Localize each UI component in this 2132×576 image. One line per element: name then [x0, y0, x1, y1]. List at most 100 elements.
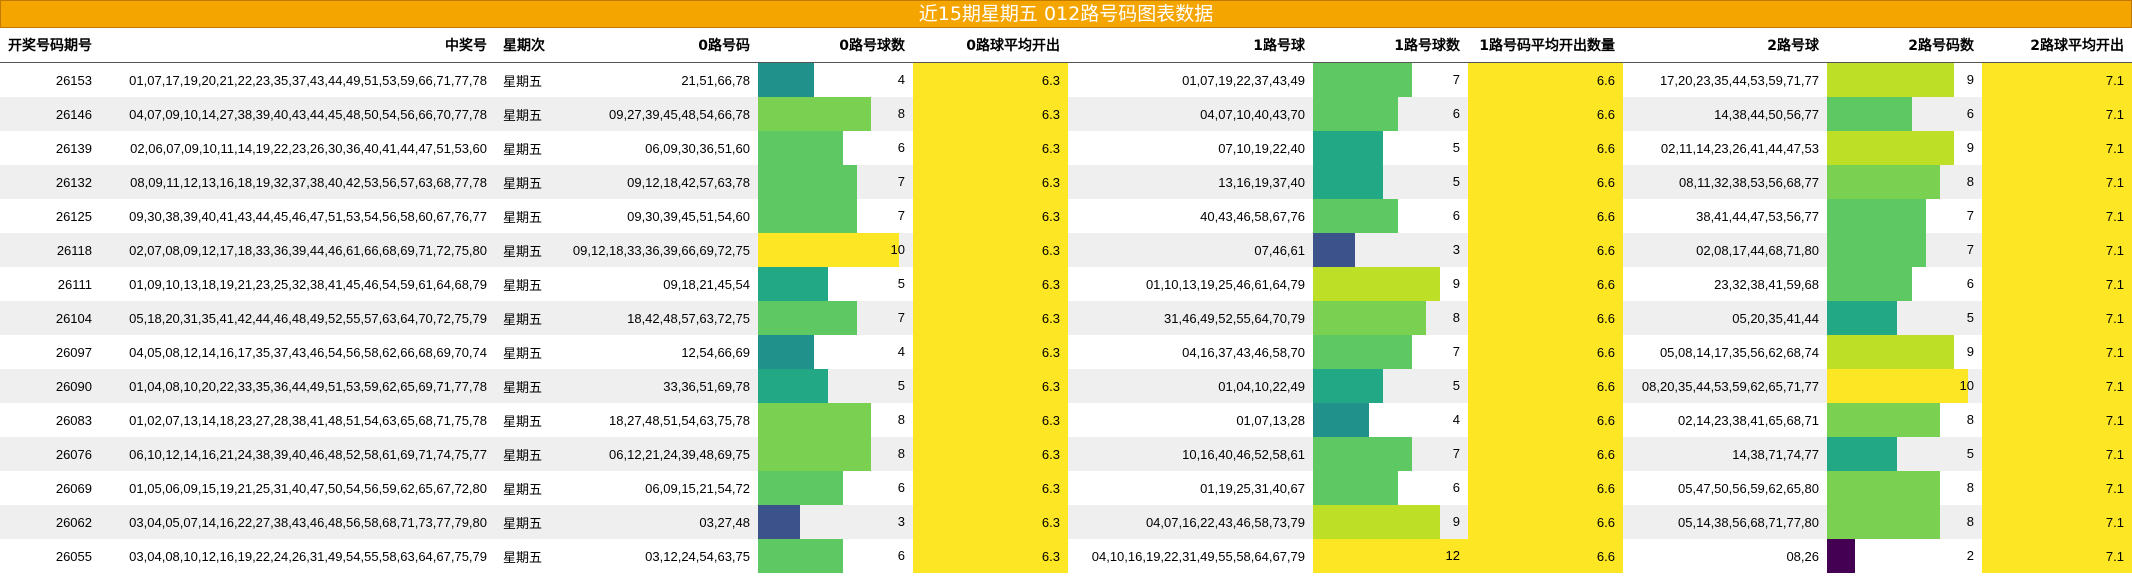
table-row: 26097 04,05,08,12,14,16,17,35,37,43,46,54… [0, 335, 2132, 369]
r0-nums-cell: 09,12,18,33,36,39,66,69,72,75 [550, 233, 758, 267]
table-row: 26153 01,07,17,19,20,21,22,23,35,37,43,44… [0, 62, 2132, 97]
r2-avg-cell: 7.1 [1982, 301, 2132, 335]
r2-count-label: 7 [1966, 242, 1974, 257]
issue-cell: 26076 [0, 437, 100, 471]
r1-nums-cell: 07,10,19,22,40 [1068, 131, 1313, 165]
r2-count-bar [1827, 233, 1926, 267]
r0-count-bar [758, 199, 857, 233]
r0-nums-cell: 21,51,66,78 [550, 62, 758, 97]
table-row: 26090 01,04,08,10,20,22,33,35,36,44,49,51… [0, 369, 2132, 403]
r0-avg-cell: 6.3 [913, 165, 1068, 199]
r2-count-label: 6 [1966, 276, 1974, 291]
r1-count-label: 5 [1452, 174, 1460, 189]
table-row: 26146 04,07,09,10,14,27,38,39,40,43,44,45… [0, 97, 2132, 131]
r1-nums-cell: 13,16,19,37,40 [1068, 165, 1313, 199]
r1-count-label: 6 [1452, 208, 1460, 223]
r0-count-cell: 6 [758, 471, 913, 505]
r1-count-bar [1313, 63, 1412, 97]
r2-count-label: 6 [1966, 106, 1974, 121]
numbers-cell: 01,09,10,13,18,19,21,23,25,32,38,41,45,4… [100, 267, 495, 301]
table-row: 26069 01,05,06,09,15,19,21,25,31,40,47,50… [0, 471, 2132, 505]
r2-count-label: 2 [1966, 548, 1974, 563]
r2-count-cell: 8 [1827, 471, 1982, 505]
header-row: 开奖号码期号 中奖号 星期次 0路号码 0路号球数 0路球平均开出 1路号球 1… [0, 28, 2132, 63]
r0-nums-cell: 03,27,48 [550, 505, 758, 539]
r1-count-bar [1313, 301, 1426, 335]
r0-avg-cell: 6.3 [913, 403, 1068, 437]
r1-count-bar [1313, 233, 1356, 267]
r2-count-cell: 9 [1827, 62, 1982, 97]
weekday-cell: 星期五 [495, 62, 550, 97]
r1-count-label: 8 [1452, 310, 1460, 325]
r1-count-label: 6 [1452, 480, 1460, 495]
weekday-cell: 星期五 [495, 471, 550, 505]
r1-avg-cell: 6.6 [1468, 199, 1623, 233]
r1-count-bar [1313, 267, 1440, 301]
r0-avg-cell: 6.3 [913, 233, 1068, 267]
r2-nums-cell: 23,32,38,41,59,68 [1623, 267, 1827, 301]
numbers-cell: 01,02,07,13,14,18,23,27,28,38,41,48,51,5… [100, 403, 495, 437]
col-header-r1-nums: 1路号球 [1068, 28, 1313, 63]
r0-count-bar [758, 335, 815, 369]
r0-avg-cell: 6.3 [913, 335, 1068, 369]
issue-cell: 26055 [0, 539, 100, 573]
r2-avg-cell: 7.1 [1982, 369, 2132, 403]
r1-count-cell: 5 [1313, 369, 1468, 403]
issue-cell: 26104 [0, 301, 100, 335]
r2-avg-cell: 7.1 [1982, 199, 2132, 233]
r1-count-label: 4 [1452, 412, 1460, 427]
table-body: 26153 01,07,17,19,20,21,22,23,35,37,43,44… [0, 62, 2132, 573]
r2-count-cell: 8 [1827, 403, 1982, 437]
r0-avg-cell: 6.3 [913, 369, 1068, 403]
r0-avg-cell: 6.3 [913, 539, 1068, 573]
r2-avg-cell: 7.1 [1982, 471, 2132, 505]
weekday-cell: 星期五 [495, 233, 550, 267]
r1-avg-cell: 6.6 [1468, 335, 1623, 369]
r0-avg-cell: 6.3 [913, 471, 1068, 505]
r1-count-label: 6 [1452, 106, 1460, 121]
r0-nums-cell: 12,54,66,69 [550, 335, 758, 369]
r1-avg-cell: 6.6 [1468, 437, 1623, 471]
table-row: 26111 01,09,10,13,18,19,21,23,25,32,38,41… [0, 267, 2132, 301]
r2-count-label: 8 [1966, 174, 1974, 189]
r2-count-cell: 9 [1827, 335, 1982, 369]
chart-title: 近15期星期五 012路号码图表数据 [0, 0, 2132, 28]
r2-count-cell: 7 [1827, 199, 1982, 233]
r0-count-cell: 7 [758, 301, 913, 335]
r2-avg-cell: 7.1 [1982, 335, 2132, 369]
r0-count-cell: 4 [758, 62, 913, 97]
r0-avg-cell: 6.3 [913, 437, 1068, 471]
table-row: 26062 03,04,05,07,14,16,22,27,38,43,46,48… [0, 505, 2132, 539]
r1-count-cell: 8 [1313, 301, 1468, 335]
table-row: 26055 03,04,08,10,12,16,19,22,24,26,31,49… [0, 539, 2132, 573]
r2-count-bar [1827, 437, 1898, 471]
r1-count-bar [1313, 131, 1384, 165]
r2-count-cell: 5 [1827, 437, 1982, 471]
r0-count-label: 8 [897, 446, 905, 461]
r1-avg-cell: 6.6 [1468, 301, 1623, 335]
r2-count-cell: 6 [1827, 97, 1982, 131]
table-row: 26118 02,07,08,09,12,17,18,33,36,39,44,46… [0, 233, 2132, 267]
issue-cell: 26146 [0, 97, 100, 131]
weekday-cell: 星期五 [495, 199, 550, 233]
r0-count-label: 10 [890, 242, 905, 257]
r1-count-bar [1313, 539, 1468, 573]
r2-avg-cell: 7.1 [1982, 267, 2132, 301]
r0-count-cell: 7 [758, 199, 913, 233]
r0-count-bar [758, 403, 871, 437]
r0-count-bar [758, 233, 899, 267]
r2-nums-cell: 05,08,14,17,35,56,62,68,74 [1623, 335, 1827, 369]
weekday-cell: 星期五 [495, 539, 550, 573]
r0-count-cell: 8 [758, 403, 913, 437]
weekday-cell: 星期五 [495, 369, 550, 403]
r1-avg-cell: 6.6 [1468, 539, 1623, 573]
weekday-cell: 星期五 [495, 267, 550, 301]
issue-cell: 26083 [0, 403, 100, 437]
r0-count-label: 8 [897, 412, 905, 427]
col-header-r0-count: 0路号球数 [758, 28, 913, 63]
r2-count-label: 8 [1966, 480, 1974, 495]
r2-nums-cell: 14,38,71,74,77 [1623, 437, 1827, 471]
numbers-cell: 01,05,06,09,15,19,21,25,31,40,47,50,54,5… [100, 471, 495, 505]
r0-count-label: 7 [897, 208, 905, 223]
r0-count-label: 6 [897, 140, 905, 155]
